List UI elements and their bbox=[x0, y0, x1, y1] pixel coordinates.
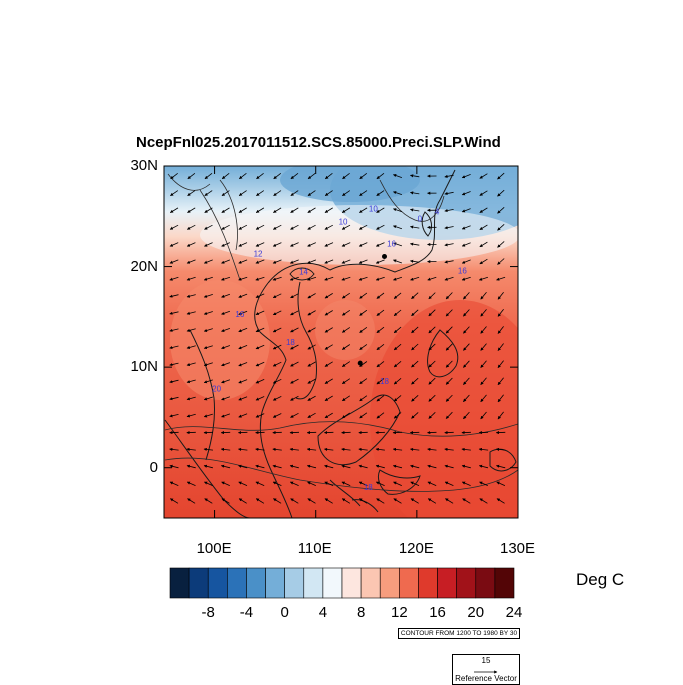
y-tick-label: 30N bbox=[130, 157, 158, 174]
colorbar-tick-label: 12 bbox=[384, 604, 414, 621]
colorbar-swatch bbox=[266, 568, 285, 598]
contour-label: 16 bbox=[458, 267, 467, 276]
y-tick-label: 10N bbox=[130, 358, 158, 375]
contour-label: 18 bbox=[364, 483, 373, 492]
contour-label: 0 bbox=[418, 214, 423, 223]
cold-region-north bbox=[280, 158, 420, 202]
colorbar-swatch bbox=[246, 568, 265, 598]
y-tick-label: 20N bbox=[130, 258, 158, 275]
colorbar-swatch bbox=[227, 568, 246, 598]
colorbar-swatch bbox=[170, 568, 189, 598]
colorbar-swatch bbox=[457, 568, 476, 598]
colorbar-tick-label: 0 bbox=[270, 604, 300, 621]
contour-label: 18 bbox=[380, 377, 389, 386]
colorbar-swatch bbox=[342, 568, 361, 598]
land-warm-patch-2 bbox=[315, 300, 375, 360]
colorbar-swatch bbox=[380, 568, 399, 598]
colorbar-swatch bbox=[189, 568, 208, 598]
warm-ocean bbox=[370, 300, 550, 540]
colorbar-swatch bbox=[418, 568, 437, 598]
x-tick-label: 130E bbox=[500, 540, 535, 557]
colorbar-swatch bbox=[476, 568, 495, 598]
colorbar-tick-label: -4 bbox=[231, 604, 261, 621]
colorbar-swatch bbox=[208, 568, 227, 598]
colorbar bbox=[170, 568, 514, 598]
land-warm-patch bbox=[170, 280, 270, 400]
y-tick-label: 0 bbox=[150, 459, 158, 476]
colorbar-swatch bbox=[285, 568, 304, 598]
city-dot bbox=[358, 361, 363, 366]
contour-info-box: CONTOUR FROM 1200 TO 1980 BY 30 bbox=[398, 628, 520, 639]
contour-label: 12 bbox=[254, 250, 263, 259]
colorbar-tick-label: 20 bbox=[461, 604, 491, 621]
x-tick-label: 110E bbox=[298, 540, 332, 557]
contour-label: 10 bbox=[339, 217, 348, 226]
colorbar-tick-label: 4 bbox=[308, 604, 338, 621]
contour-label: 20 bbox=[212, 384, 221, 393]
colorbar-swatch bbox=[495, 568, 514, 598]
colorbar-swatch bbox=[399, 568, 418, 598]
colorbar-tick-label: 16 bbox=[423, 604, 453, 621]
colorbar-tick-label: 24 bbox=[499, 604, 529, 621]
contour-label: 18 bbox=[286, 338, 295, 347]
cool-band bbox=[200, 205, 520, 265]
colorbar-swatch bbox=[304, 568, 323, 598]
contour-label: 16 bbox=[235, 310, 244, 319]
reference-vector-label: Reference Vector bbox=[453, 674, 519, 683]
contour-label: 14 bbox=[299, 268, 308, 277]
colorbar-tick-label: 8 bbox=[346, 604, 376, 621]
colorbar-units: Deg C bbox=[576, 570, 624, 590]
contour-label: 16 bbox=[387, 239, 396, 248]
contour-label: 4 bbox=[435, 207, 440, 216]
city-dot bbox=[382, 254, 387, 259]
x-tick-label: 120E bbox=[399, 540, 434, 557]
colorbar-swatch bbox=[323, 568, 342, 598]
colorbar-tick-label: -8 bbox=[193, 604, 223, 621]
reference-vector-box: 15 Reference Vector bbox=[452, 654, 520, 685]
colorbar-swatch bbox=[438, 568, 457, 598]
reference-vector-magnitude: 15 bbox=[453, 656, 519, 665]
x-tick-label: 100E bbox=[197, 540, 232, 557]
colorbar-swatch bbox=[361, 568, 380, 598]
contour-label: 10 bbox=[369, 204, 378, 213]
